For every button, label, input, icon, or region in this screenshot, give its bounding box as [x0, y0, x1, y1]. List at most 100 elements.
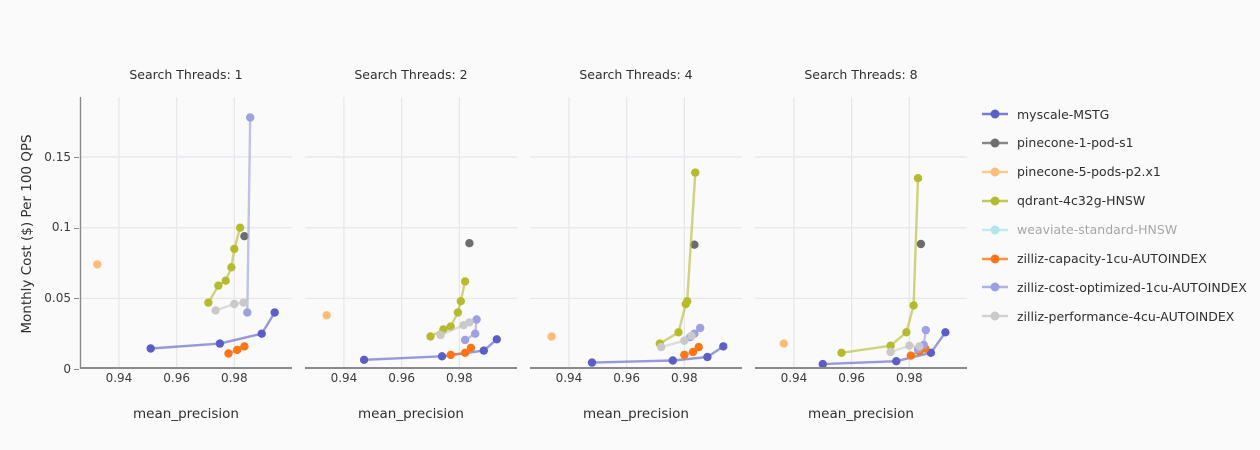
data-point[interactable] [211, 306, 220, 315]
data-point[interactable] [696, 323, 705, 333]
facet-panel-2[interactable] [305, 97, 517, 369]
data-point[interactable] [892, 357, 901, 366]
data-point[interactable] [906, 351, 915, 360]
data-point[interactable] [909, 301, 918, 310]
legend-item-zilliz-capacity-1cu-AUTOINDEX[interactable]: zilliz-capacity-1cu-AUTOINDEX [982, 250, 1207, 268]
data-point[interactable] [779, 339, 788, 348]
legend-item-pinecone-1-pod-s1[interactable]: pinecone-1-pod-s1 [982, 134, 1134, 152]
data-point[interactable] [230, 299, 239, 309]
series-line [207, 227, 242, 304]
data-point[interactable] [235, 223, 245, 232]
data-point[interactable] [818, 359, 827, 369]
data-point[interactable] [921, 325, 930, 335]
data-point[interactable] [146, 344, 155, 353]
data-point[interactable] [93, 260, 102, 269]
data-point[interactable] [359, 355, 369, 364]
legend-label: qdrant-4c32g-HNSW [1017, 193, 1146, 209]
data-point[interactable] [221, 276, 230, 285]
data-point[interactable] [687, 331, 696, 340]
data-point[interactable] [587, 358, 597, 367]
data-point[interactable] [657, 342, 666, 352]
legend-item-myscale-MSTG[interactable]: myscale-MSTG [982, 105, 1109, 123]
data-point[interactable] [243, 308, 252, 317]
data-point[interactable] [230, 244, 239, 254]
data-point[interactable] [886, 347, 895, 357]
data-point[interactable] [456, 297, 465, 306]
data-point[interactable] [941, 328, 950, 337]
y-tick-label: 0 [63, 361, 71, 376]
series-zilliz-performance-4cu-AUTOINDEX [436, 318, 474, 340]
data-point[interactable] [694, 342, 703, 352]
data-point[interactable] [690, 240, 699, 249]
data-point[interactable] [240, 342, 249, 351]
data-point[interactable] [886, 341, 895, 350]
data-point[interactable] [837, 348, 846, 357]
data-point[interactable] [926, 348, 936, 357]
y-tick-mark [74, 298, 79, 300]
facet-panel-1[interactable] [79, 97, 292, 369]
series-line [246, 117, 252, 313]
data-point[interactable] [227, 263, 236, 272]
legend-marker-icon [982, 196, 1008, 206]
data-point[interactable] [233, 345, 242, 355]
series-pinecone-1-pod-s1 [240, 232, 249, 241]
legend-item-zilliz-performance-4cu-AUTOINDEX[interactable]: zilliz-performance-4cu-AUTOINDEX [982, 307, 1234, 325]
series-pinecone-1-pod-s1 [690, 240, 699, 249]
data-point[interactable] [460, 348, 470, 357]
data-point[interactable] [902, 328, 911, 337]
legend-item-weaviate-standard-HNSW[interactable]: weaviate-standard-HNSW [982, 221, 1177, 239]
data-point[interactable] [688, 347, 698, 357]
data-point[interactable] [257, 329, 266, 338]
data-point[interactable] [466, 343, 476, 352]
legend-item-zilliz-cost-optimized-1cu-AUTOINDEX[interactable]: zilliz-cost-optimized-1cu-AUTOINDEX [982, 278, 1247, 296]
x-axis-title: mean_precision [358, 406, 464, 422]
data-point[interactable] [680, 350, 689, 360]
data-point[interactable] [460, 277, 470, 286]
y-tick-label: 0.15 [44, 149, 71, 164]
legend-item-qdrant-4c32g-HNSW[interactable]: qdrant-4c32g-HNSW [982, 192, 1145, 210]
data-point[interactable] [479, 346, 488, 355]
data-point[interactable] [240, 232, 249, 241]
data-point[interactable] [674, 328, 683, 337]
data-point[interactable] [460, 335, 470, 345]
data-point[interactable] [465, 239, 474, 248]
data-point[interactable] [246, 113, 255, 122]
data-point[interactable] [492, 335, 501, 344]
data-point[interactable] [905, 341, 914, 350]
data-point[interactable] [270, 308, 279, 317]
legend-item-pinecone-5-pods-p2.x1[interactable]: pinecone-5-pods-p2.x1 [982, 163, 1161, 181]
data-point[interactable] [913, 174, 923, 183]
data-point[interactable] [453, 308, 463, 317]
data-point[interactable] [224, 349, 233, 358]
data-point[interactable] [668, 356, 677, 365]
x-tick-label: 0.96 [388, 371, 415, 385]
data-point[interactable] [916, 239, 926, 249]
data-point[interactable] [680, 336, 689, 345]
facet-panel-3[interactable] [530, 97, 742, 369]
data-point[interactable] [214, 281, 223, 290]
data-point[interactable] [472, 315, 481, 324]
data-point[interactable] [436, 330, 445, 340]
data-point[interactable] [691, 168, 700, 177]
data-point[interactable] [446, 350, 455, 360]
gridlines [305, 97, 517, 369]
data-point[interactable] [683, 297, 692, 306]
data-point[interactable] [204, 298, 213, 307]
data-point[interactable] [547, 332, 556, 341]
data-point[interactable] [322, 311, 331, 320]
data-point[interactable] [471, 329, 480, 338]
data-point[interactable] [437, 352, 447, 361]
data-point[interactable] [239, 298, 248, 307]
x-tick-label: 0.94 [105, 371, 133, 385]
data-point[interactable] [719, 342, 728, 351]
data-point[interactable] [215, 339, 225, 348]
data-point[interactable] [915, 342, 924, 351]
series-myscale-MSTG [146, 308, 279, 353]
x-tick-label: 0.96 [163, 371, 190, 385]
data-point[interactable] [703, 352, 712, 362]
series-line [659, 172, 697, 345]
data-point[interactable] [465, 318, 474, 327]
data-point[interactable] [426, 332, 435, 341]
facet-panel-4[interactable] [755, 97, 967, 369]
